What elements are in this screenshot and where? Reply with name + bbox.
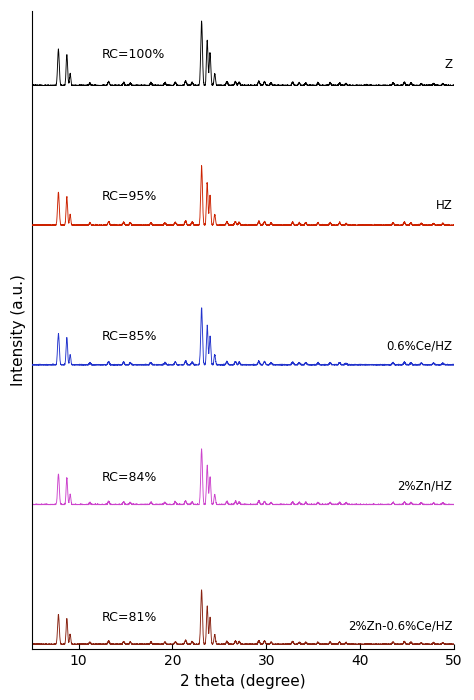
Text: RC=95%: RC=95% (102, 190, 157, 202)
Y-axis label: Intensity (a.u.): Intensity (a.u.) (11, 274, 26, 386)
Text: 2%Zn-0.6%Ce/HZ: 2%Zn-0.6%Ce/HZ (348, 620, 452, 632)
Text: 0.6%Ce/HZ: 0.6%Ce/HZ (386, 340, 452, 352)
Text: RC=81%: RC=81% (102, 610, 157, 624)
Text: RC=84%: RC=84% (102, 470, 157, 484)
Text: RC=85%: RC=85% (102, 330, 157, 343)
Text: 2%Zn/HZ: 2%Zn/HZ (397, 480, 452, 492)
Text: RC=100%: RC=100% (102, 48, 165, 61)
X-axis label: 2 theta (degree): 2 theta (degree) (180, 674, 306, 689)
Text: Z: Z (444, 58, 452, 71)
Text: HZ: HZ (436, 199, 452, 212)
